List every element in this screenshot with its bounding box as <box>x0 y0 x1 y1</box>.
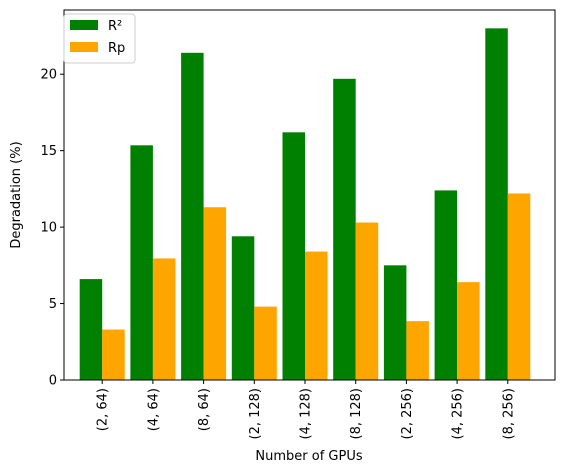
bar-r2-3 <box>231 236 255 380</box>
y-axis-label: Degradation (%) <box>9 141 24 248</box>
bar-rp-4 <box>305 251 328 380</box>
y-tick-label: 20 <box>40 68 57 83</box>
bar-rp-5 <box>355 222 379 380</box>
plot-frame <box>63 9 556 381</box>
bar-rp-0 <box>102 329 125 380</box>
legend-label-rp: Rp <box>108 41 125 56</box>
bar-rp-7 <box>457 282 480 380</box>
bar-rp-8 <box>507 193 531 380</box>
bars-group <box>79 28 531 381</box>
bar-r2-1 <box>130 145 153 380</box>
bar-r2-8 <box>485 28 508 380</box>
bar-rp-3 <box>254 306 277 380</box>
legend-swatch-rp <box>70 42 98 52</box>
x-tick-label: (8, 256) <box>501 388 516 440</box>
legend-swatch-r2 <box>70 20 98 30</box>
bar-r2-0 <box>79 279 103 380</box>
y-axis: 0 5 10 15 20 <box>40 68 64 389</box>
x-tick-label: (8, 128) <box>349 388 364 440</box>
x-tick-label: (2, 64) <box>96 388 111 431</box>
y-tick-label: 15 <box>40 144 57 159</box>
y-tick-label: 5 <box>49 297 57 312</box>
bar-r2-7 <box>434 190 458 380</box>
legend-label-r2: R² <box>108 19 122 34</box>
x-tick-label: (2, 128) <box>248 388 263 440</box>
y-tick-label: 0 <box>49 374 57 389</box>
x-tick-label: (2, 256) <box>400 388 415 440</box>
x-axis-label: Number of GPUs <box>255 449 362 464</box>
bar-rp-2 <box>203 207 227 380</box>
bar-r2-6 <box>383 265 407 380</box>
y-tick-label: 10 <box>40 221 57 236</box>
bar-r2-4 <box>282 132 305 380</box>
x-tick-label: (4, 256) <box>451 388 466 440</box>
x-tick-label: (4, 128) <box>299 388 314 440</box>
x-tick-label: (8, 64) <box>197 388 212 431</box>
bar-r2-5 <box>333 78 356 381</box>
bar-rp-1 <box>152 258 176 380</box>
legend: R² Rp <box>63 13 136 64</box>
bar-rp-6 <box>406 321 429 380</box>
bar-r2-2 <box>181 52 204 381</box>
x-axis: (2, 64) (4, 64) (8, 64) (2, 128) (4, 128) (8,… <box>96 380 516 440</box>
x-tick-label: (4, 64) <box>146 388 161 431</box>
